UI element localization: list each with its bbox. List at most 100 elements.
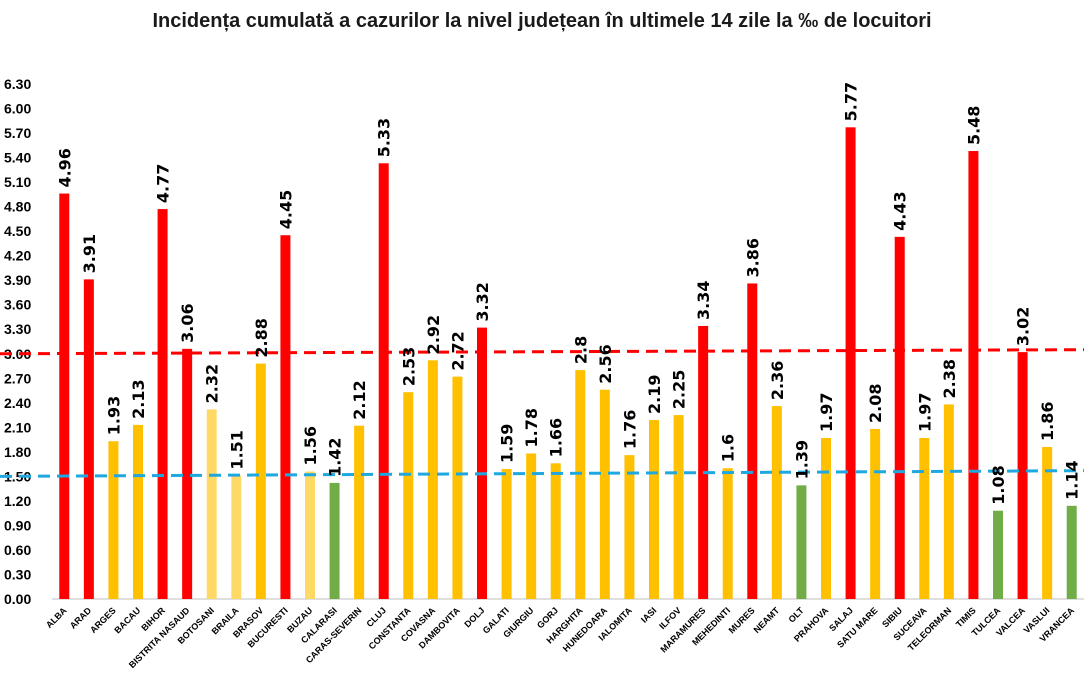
bar — [477, 327, 487, 599]
data-label: 2.38 — [940, 359, 959, 398]
y-tick-label: 1.80 — [4, 444, 31, 460]
bar — [501, 469, 512, 599]
y-tick-label: 2.40 — [4, 395, 31, 411]
bar — [1066, 505, 1077, 599]
data-label: 1.86 — [1038, 401, 1057, 440]
data-label: 2.8 — [571, 336, 590, 364]
bars — [59, 127, 1077, 600]
y-tick-label: 3.90 — [4, 272, 31, 288]
bar — [83, 279, 94, 599]
data-label: 1.59 — [498, 424, 517, 463]
data-label: 5.48 — [964, 106, 983, 145]
data-label: 1.66 — [547, 418, 566, 457]
chart-title: Incidența cumulată a cazurilor la nivel … — [152, 10, 932, 32]
data-label: 1.6 — [719, 434, 738, 462]
bar — [550, 463, 561, 599]
data-label: 2.12 — [350, 380, 369, 419]
x-tick-label: ALBA — [44, 605, 69, 630]
bar — [796, 485, 807, 599]
data-label: 3.34 — [694, 280, 713, 319]
data-label: 2.56 — [596, 344, 615, 383]
bar — [1042, 446, 1053, 599]
data-label: 4.43 — [891, 191, 910, 230]
data-label: 2.19 — [645, 374, 664, 413]
data-label: 2.32 — [203, 364, 222, 403]
y-tick-label: 4.50 — [4, 223, 31, 239]
bar — [403, 392, 414, 599]
x-tick-label: TELEORMAN — [906, 605, 953, 652]
bar — [526, 453, 537, 599]
bar — [722, 468, 733, 599]
data-label: 4.45 — [276, 190, 295, 229]
data-label: 2.88 — [252, 318, 271, 357]
bar — [280, 235, 291, 599]
bar — [206, 409, 217, 599]
bar — [354, 425, 365, 599]
bar — [845, 127, 856, 600]
data-label: 5.33 — [375, 118, 394, 157]
x-tick-label: MURES — [727, 605, 757, 635]
x-tick-label: OLT — [787, 605, 807, 625]
bar — [108, 441, 119, 599]
bar — [59, 193, 70, 600]
bar — [673, 415, 684, 599]
x-tick-label: NEAMT — [752, 605, 782, 635]
data-label: 1.56 — [301, 426, 320, 465]
bar — [378, 163, 389, 600]
bar — [894, 236, 905, 599]
bar — [821, 437, 831, 599]
bar — [231, 475, 242, 599]
data-label: 1.08 — [989, 465, 1008, 504]
bar — [157, 209, 168, 600]
data-label: 1.39 — [792, 440, 811, 479]
y-tick-label: 1.50 — [4, 468, 31, 484]
y-tick-label: 0.60 — [4, 542, 31, 558]
y-tick-label: 6.00 — [4, 101, 31, 117]
bar — [624, 455, 635, 599]
bar — [771, 406, 782, 599]
data-label: 4.77 — [154, 164, 173, 203]
bar — [993, 510, 1003, 599]
bar — [305, 471, 315, 599]
data-label: 2.36 — [768, 361, 787, 400]
bar — [575, 370, 586, 599]
bar — [452, 376, 463, 599]
data-labels: 4.96 3.91 1.93 2.13 4.77 3.06 2.32 1.51 2.88 4.45… — [55, 82, 1081, 505]
data-label: 2.72 — [448, 331, 467, 370]
y-axis-ticks: 0.00 0.30 0.60 0.90 1.20 1.50 1.80 2.10 2.40 2.70… — [4, 76, 31, 607]
reference-line — [0, 348, 1084, 356]
bar — [943, 404, 954, 599]
bar — [698, 325, 709, 599]
x-tick-label: IASI — [639, 605, 658, 624]
data-label: 1.78 — [522, 408, 541, 447]
y-tick-label: 2.70 — [4, 370, 31, 386]
bar — [968, 151, 979, 600]
data-label: 2.25 — [670, 370, 689, 409]
bar — [182, 348, 193, 599]
data-label: 3.91 — [80, 234, 99, 273]
data-label: 2.92 — [424, 315, 443, 354]
bar — [329, 482, 340, 599]
y-tick-label: 5.10 — [4, 174, 31, 190]
data-label: 1.97 — [817, 392, 836, 431]
bar — [919, 437, 930, 599]
y-tick-label: 0.30 — [4, 566, 31, 582]
data-label: 1.97 — [915, 392, 934, 431]
bar — [1017, 352, 1028, 599]
y-tick-label: 1.20 — [4, 493, 31, 509]
data-label: 3.32 — [473, 282, 492, 321]
data-label: 2.08 — [866, 383, 885, 422]
y-tick-label: 3.30 — [4, 321, 31, 337]
reference-line — [0, 469, 1084, 478]
data-label: 3.06 — [178, 303, 197, 342]
reference-lines — [0, 348, 1084, 478]
x-tick-label: BACAU — [112, 605, 142, 635]
bar — [599, 389, 610, 599]
y-tick-label: 0.90 — [4, 517, 31, 533]
data-label: 3.86 — [743, 238, 762, 277]
bar — [255, 363, 266, 599]
y-tick-label: 6.30 — [4, 76, 31, 92]
data-label: 2.53 — [399, 347, 418, 386]
data-label: 1.51 — [227, 430, 246, 469]
